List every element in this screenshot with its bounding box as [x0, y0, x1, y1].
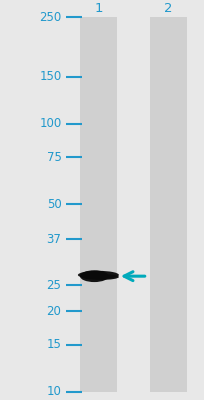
Ellipse shape: [80, 270, 108, 282]
Text: 37: 37: [46, 233, 61, 246]
Text: 100: 100: [39, 117, 61, 130]
Bar: [80, 17, 116, 392]
Text: 10: 10: [46, 385, 61, 398]
Ellipse shape: [78, 271, 118, 279]
Text: 75: 75: [46, 151, 61, 164]
Text: 15: 15: [46, 338, 61, 351]
Text: 25: 25: [46, 279, 61, 292]
Text: 250: 250: [39, 11, 61, 24]
Text: 1: 1: [94, 2, 102, 15]
Text: 2: 2: [163, 2, 172, 15]
Bar: [149, 17, 186, 392]
Ellipse shape: [82, 274, 118, 280]
Text: 20: 20: [46, 304, 61, 318]
Text: 50: 50: [47, 198, 61, 211]
Text: 150: 150: [39, 70, 61, 83]
